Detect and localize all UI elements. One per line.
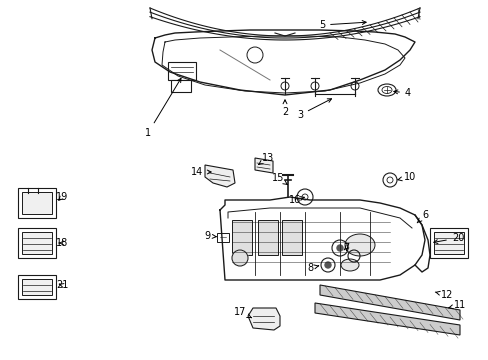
Text: 7: 7 (342, 243, 348, 253)
Text: 3: 3 (296, 99, 331, 120)
Bar (168, 62, 196, 80)
Text: 11: 11 (447, 300, 465, 310)
Polygon shape (254, 158, 272, 173)
Text: 21: 21 (56, 280, 68, 290)
Ellipse shape (345, 234, 374, 256)
Bar (18, 275, 56, 299)
Bar (18, 188, 56, 218)
Text: 17: 17 (233, 307, 251, 318)
Ellipse shape (381, 86, 391, 94)
Text: 18: 18 (56, 238, 68, 248)
Polygon shape (314, 303, 459, 335)
Bar (433, 232, 463, 254)
Bar (18, 228, 56, 258)
Text: 14: 14 (190, 167, 211, 177)
Text: 9: 9 (203, 231, 216, 241)
Bar (429, 228, 467, 258)
Text: 13: 13 (258, 153, 274, 165)
Bar (22, 279, 52, 295)
Text: 2: 2 (281, 100, 287, 117)
Bar (22, 232, 52, 254)
Polygon shape (247, 308, 280, 330)
Text: 19: 19 (56, 192, 68, 202)
Circle shape (336, 245, 342, 251)
Text: 5: 5 (318, 20, 366, 30)
Bar (22, 192, 52, 214)
Text: 15: 15 (271, 173, 286, 184)
Ellipse shape (340, 259, 358, 271)
Circle shape (231, 250, 247, 266)
Bar (171, 80, 191, 92)
Bar (258, 220, 278, 255)
Bar (217, 233, 228, 242)
Polygon shape (204, 165, 235, 187)
Circle shape (325, 262, 330, 268)
Text: 1: 1 (144, 78, 181, 138)
Bar (231, 220, 251, 255)
Polygon shape (319, 285, 459, 320)
Text: 12: 12 (434, 290, 452, 300)
Text: 10: 10 (397, 172, 415, 182)
Text: 4: 4 (393, 88, 410, 98)
Bar (282, 220, 302, 255)
Ellipse shape (377, 84, 395, 96)
Text: 16: 16 (288, 195, 304, 205)
Text: 6: 6 (416, 210, 427, 223)
Text: 20: 20 (433, 233, 463, 244)
Text: 8: 8 (306, 263, 318, 273)
